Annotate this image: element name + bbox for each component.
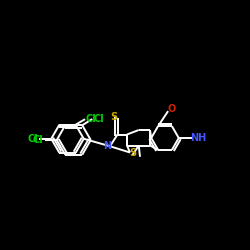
Text: Cl: Cl (28, 134, 38, 144)
Text: Cl: Cl (33, 135, 44, 145)
Text: S: S (130, 148, 137, 158)
Text: O: O (168, 104, 176, 114)
Text: Cl: Cl (86, 114, 96, 124)
Text: N: N (103, 141, 111, 151)
Text: NH: NH (190, 133, 206, 143)
Text: S: S (111, 112, 118, 122)
Text: Cl: Cl (94, 114, 104, 124)
